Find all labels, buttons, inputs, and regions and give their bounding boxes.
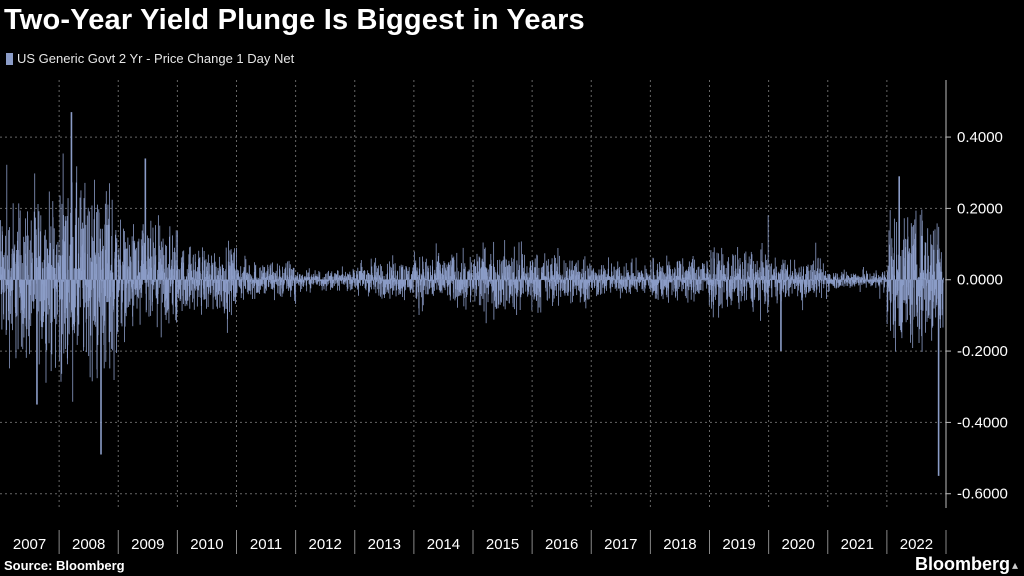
legend-label: US Generic Govt 2 Yr - Price Change 1 Da… [17, 51, 295, 66]
x-tick-label: 2019 [722, 536, 755, 553]
y-tick-label: -0.4000 [957, 414, 1008, 431]
chart-title: Two-Year Yield Plunge Is Biggest in Year… [4, 4, 585, 36]
y-tick-label: -0.6000 [957, 486, 1008, 503]
source-note: Source: Bloomberg [4, 558, 125, 573]
x-tick-label: 2012 [309, 536, 342, 553]
x-tick-label: 2008 [72, 536, 105, 553]
x-tick-label: 2009 [131, 536, 164, 553]
brand-name: Bloomberg [914, 554, 1010, 574]
y-tick-label: -0.2000 [957, 343, 1008, 360]
x-tick-label: 2010 [190, 536, 223, 553]
x-tick-label: 2017 [604, 536, 637, 553]
x-tick-label: 2021 [841, 536, 874, 553]
y-tick-label: 0.4000 [957, 129, 1003, 146]
brand-logo: Bloomberg ▴ [915, 554, 1018, 575]
x-tick-label: 2007 [13, 536, 46, 553]
x-tick-label: 2015 [486, 536, 519, 553]
legend: US Generic Govt 2 Yr - Price Change 1 Da… [6, 51, 294, 66]
x-tick-label: 2020 [782, 536, 815, 553]
x-tick-label: 2013 [368, 536, 401, 553]
x-tick-label: 2018 [663, 536, 696, 553]
y-tick-label: 0.0000 [957, 272, 1003, 289]
x-tick-label: 2014 [427, 536, 460, 553]
x-tick-label: 2022 [900, 536, 933, 553]
y-tick-label: 0.2000 [957, 200, 1003, 217]
series-bars [0, 112, 944, 476]
bloomberg-mark-icon: ▴ [1011, 557, 1018, 572]
x-tick-label: 2011 [250, 536, 282, 553]
x-tick-label: 2016 [545, 536, 578, 553]
legend-swatch [6, 52, 13, 65]
